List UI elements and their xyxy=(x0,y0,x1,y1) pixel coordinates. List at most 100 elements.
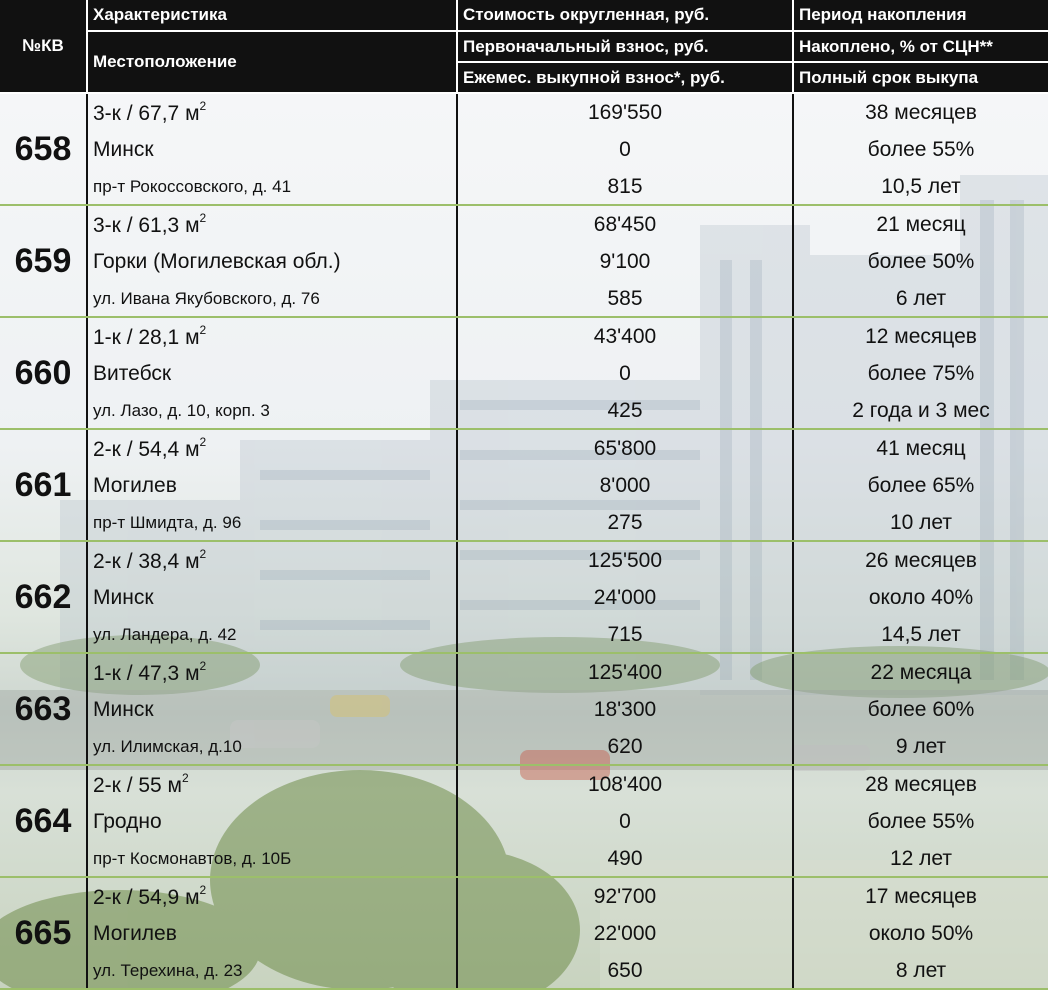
unit-accumulated: более 55% xyxy=(867,810,975,833)
header-period: Период накопления xyxy=(793,0,1048,32)
unit-number: 663 xyxy=(0,653,88,766)
unit-type: 1-к / 47,3 м2 xyxy=(87,653,458,691)
unit-number: 661 xyxy=(0,429,88,542)
unit-period: 17 месяцев xyxy=(865,884,977,908)
header-cost: Стоимость округленная, руб. xyxy=(457,0,794,32)
unit-city: Гродно xyxy=(87,803,458,841)
unit-type-text: 3-к / 61,3 м xyxy=(93,214,200,237)
unit-address: ул. Илимская, д.10 xyxy=(87,729,458,766)
unit-type: 2-к / 38,4 м2 xyxy=(87,541,458,579)
unit-period: 41 месяц xyxy=(876,436,966,460)
header-row-2: Местоположение Первоначальный взнос, руб… xyxy=(0,31,1048,94)
unit-number: 659 xyxy=(0,205,88,318)
table-row: пр-т Рокоссовского, д. 41 815 10,5 лет xyxy=(0,169,1048,206)
unit-term: 10,5 лет xyxy=(793,169,1048,206)
unit-address: ул. Ландера, д. 42 xyxy=(87,617,458,654)
unit-term: 14,5 лет xyxy=(793,617,1048,654)
unit-type-text: 3-к / 67,7 м xyxy=(93,102,200,125)
unit-address: ул. Терехина, д. 23 xyxy=(87,953,458,990)
table-row: ул. Лазо, д. 10, корп. 3 425 2 года и 3 ме… xyxy=(0,393,1048,430)
unit-accumulated: более 60% xyxy=(867,698,975,721)
unit-cost: 108'400 xyxy=(457,765,794,803)
table-row: ул. Илимская, д.10 620 9 лет xyxy=(0,729,1048,766)
area-unit-superscript: 2 xyxy=(199,883,207,897)
table-row: 664 2-к / 55 м2 108'400 28 месяцев xyxy=(0,765,1048,878)
unit-address: пр-т Космонавтов, д. 10Б xyxy=(87,841,458,878)
header-initial: Первоначальный взнос, руб. xyxy=(457,31,794,63)
unit-address: ул. Лазо, д. 10, корп. 3 xyxy=(87,393,458,430)
unit-initial: 8'000 xyxy=(457,467,794,505)
header-row-1: №КВ Характеристика Стоимость округленная… xyxy=(0,0,1048,94)
unit-type-text: 2-к / 54,9 м xyxy=(93,886,200,909)
area-unit-superscript: 2 xyxy=(199,99,207,113)
table-row: Могилев 8'000 более 65% xyxy=(0,467,1048,505)
unit-city: Витебск xyxy=(87,355,458,393)
unit-term: 12 лет xyxy=(793,841,1048,878)
area-unit-superscript: 2 xyxy=(182,771,189,785)
unit-initial: 24'000 xyxy=(457,579,794,617)
unit-monthly: 715 xyxy=(457,617,794,654)
table-row: ул. Ландера, д. 42 715 14,5 лет xyxy=(0,617,1048,654)
unit-type: 1-к / 28,1 м2 xyxy=(87,317,458,355)
header-num: №КВ xyxy=(0,0,88,94)
table-row: Минск 18'300 более 60% xyxy=(0,691,1048,729)
table-row: Могилев 22'000 около 50% xyxy=(0,915,1048,953)
unit-period: 26 месяцев xyxy=(865,548,977,572)
unit-accumulated: более 50% xyxy=(867,250,975,273)
unit-cost: 125'500 xyxy=(457,541,794,579)
unit-type: 3-к / 61,3 м2 xyxy=(87,205,458,243)
area-unit-superscript: 2 xyxy=(199,435,207,449)
unit-monthly: 815 xyxy=(457,169,794,206)
header-accumulated: Накоплено, % от СЦН** xyxy=(793,31,1048,63)
header-monthly: Ежемес. выкупной взнос*, руб. xyxy=(457,62,794,94)
unit-initial: 9'100 xyxy=(457,243,794,281)
table-row: 661 2-к / 54,4 м2 65'800 41 месяц xyxy=(0,429,1048,542)
table-row: пр-т Космонавтов, д. 10Б 490 12 лет xyxy=(0,841,1048,878)
unit-cost: 43'400 xyxy=(457,317,794,355)
unit-type: 2-к / 55 м2 xyxy=(87,765,458,803)
table-row: 660 1-к / 28,1 м2 43'400 12 месяцев xyxy=(0,317,1048,430)
unit-term: 2 года и 3 мес xyxy=(793,393,1048,430)
unit-number: 658 xyxy=(0,93,88,206)
unit-cost: 169'550 xyxy=(457,93,794,131)
unit-term: 10 лет xyxy=(793,505,1048,542)
area-unit-superscript: 2 xyxy=(199,547,207,561)
unit-period: 38 месяцев xyxy=(865,100,977,124)
unit-number: 660 xyxy=(0,317,88,430)
unit-type-text: 1-к / 47,3 м xyxy=(93,662,200,685)
unit-cost: 65'800 xyxy=(457,429,794,467)
unit-city: Горки (Могилевская обл.) xyxy=(87,243,458,281)
unit-type-text: 2-к / 54,4 м xyxy=(93,438,200,461)
unit-term: 8 лет xyxy=(793,953,1048,990)
table-row: Витебск 0 более 75% xyxy=(0,355,1048,393)
unit-period: 28 месяцев xyxy=(865,772,977,796)
unit-city: Минск xyxy=(87,131,458,169)
unit-city: Могилев xyxy=(87,915,458,953)
unit-accumulated: около 50% xyxy=(868,922,974,945)
unit-initial: 0 xyxy=(457,131,794,169)
unit-monthly: 275 xyxy=(457,505,794,542)
unit-accumulated: более 55% xyxy=(867,138,975,161)
unit-type-text: 1-к / 28,1 м xyxy=(93,326,200,349)
unit-cost: 92'700 xyxy=(457,877,794,915)
table-row: Минск 24'000 около 40% xyxy=(0,579,1048,617)
unit-period: 12 месяцев xyxy=(865,324,977,348)
header-characteristic: Характеристика xyxy=(87,0,458,32)
unit-type: 2-к / 54,4 м2 xyxy=(87,429,458,467)
area-unit-superscript: 2 xyxy=(199,659,207,673)
unit-monthly: 425 xyxy=(457,393,794,430)
unit-type: 2-к / 54,9 м2 xyxy=(87,877,458,915)
unit-accumulated: более 65% xyxy=(867,474,975,497)
area-unit-superscript: 2 xyxy=(199,323,207,337)
unit-address: пр-т Рокоссовского, д. 41 xyxy=(87,169,458,206)
unit-initial: 18'300 xyxy=(457,691,794,729)
area-unit-superscript: 2 xyxy=(199,211,207,225)
unit-accumulated: около 40% xyxy=(868,586,974,609)
unit-cost: 125'400 xyxy=(457,653,794,691)
header-row-3: Ежемес. выкупной взнос*, руб. Полный сро… xyxy=(0,62,1048,94)
unit-monthly: 650 xyxy=(457,953,794,990)
unit-type-text: 2-к / 38,4 м xyxy=(93,550,200,573)
unit-accumulated: более 75% xyxy=(867,362,975,385)
unit-number: 662 xyxy=(0,541,88,654)
